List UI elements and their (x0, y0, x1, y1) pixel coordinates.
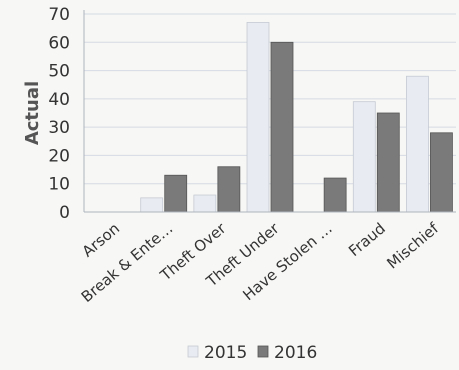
y-tick-label: 20 (48, 146, 70, 166)
y-tick-label: 0 (59, 203, 70, 223)
y-axis-title: Actual (22, 81, 43, 145)
x-tick-label: Fraud (345, 219, 389, 260)
x-tick-label: Arson (79, 219, 123, 260)
x-tick-label: Mischief (383, 219, 442, 273)
x-tick-label: Break & Ente… (78, 219, 177, 306)
grid-lines (84, 13, 456, 185)
y-tick-label: 70 (48, 5, 70, 25)
bar-2016-3 (270, 41, 294, 213)
bar-2015-2 (193, 194, 217, 213)
y-tick-label: 30 (48, 118, 70, 138)
x-tick-label: Have Stolen … (239, 219, 335, 304)
legend-label-2016: 2016 (274, 343, 317, 363)
bar-2016-5 (376, 112, 400, 213)
bar-2016-1 (164, 174, 188, 213)
bars (140, 22, 453, 213)
bar-2015-3 (246, 22, 270, 213)
y-tick-label: 10 (48, 175, 70, 195)
bar-2015-6 (406, 75, 429, 213)
legend: 2015 2016 (187, 343, 317, 363)
bar-2015-5 (352, 101, 376, 213)
y-tick-labels: 0 10 20 30 40 50 60 70 (48, 5, 70, 223)
bar-2016-6 (430, 132, 453, 213)
legend-swatch-2016 (257, 345, 269, 358)
bar-2015-1 (140, 197, 164, 213)
y-tick-label: 50 (48, 62, 70, 82)
legend-swatch-2015 (187, 345, 199, 358)
y-tick-label: 40 (48, 90, 70, 110)
axes (83, 10, 456, 213)
y-tick-label: 60 (48, 33, 70, 53)
bar-2016-2 (217, 166, 241, 213)
legend-label-2015: 2015 (204, 343, 247, 363)
bar-2016-4 (323, 177, 347, 213)
